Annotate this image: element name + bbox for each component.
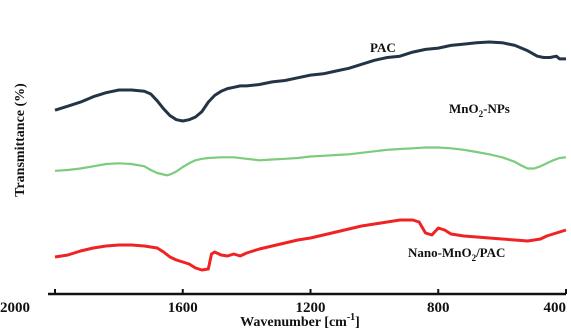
series-label-0: PAC xyxy=(370,40,396,55)
x-tick-label-3: 800 xyxy=(427,300,450,316)
series-label-2-part-0: Nano-MnO xyxy=(408,245,472,260)
x-tick-label-2: 1200 xyxy=(296,300,326,316)
x-axis-title-main: Wavenumber [cm xyxy=(240,315,347,330)
x-tick-label-4: 400 xyxy=(544,300,567,316)
series-label-0-part-0: PAC xyxy=(370,40,396,55)
x-axis-title-close: ] xyxy=(355,315,360,330)
series-layer xyxy=(54,40,567,272)
x-tick-label-1: 1600 xyxy=(168,300,198,316)
series-label-1-part-1: 2 xyxy=(479,109,484,119)
y-axis-title: Transmittance (%) xyxy=(13,83,28,197)
series-line-2 xyxy=(54,218,567,272)
series-label-2-part-2: /PAC xyxy=(475,245,505,260)
series-label-2: Nano-MnO2/PAC xyxy=(408,245,505,263)
series-label-1-part-2: -NPs xyxy=(483,101,510,116)
series-line-1 xyxy=(54,146,567,177)
series-label-1-part-0: MnO xyxy=(449,101,479,116)
x-tick-label-0: 2000 xyxy=(0,300,30,316)
series-label-2-part-1: 2 xyxy=(472,253,477,263)
series-label-1: MnO2-NPs xyxy=(449,101,510,119)
x-tick-layer: 2000 1600 1200 800 400 xyxy=(0,289,567,316)
x-axis-title: Wavenumber [cm-1] xyxy=(240,312,360,330)
x-axis-title-sup: -1 xyxy=(347,312,355,323)
series-line-0 xyxy=(54,40,566,123)
